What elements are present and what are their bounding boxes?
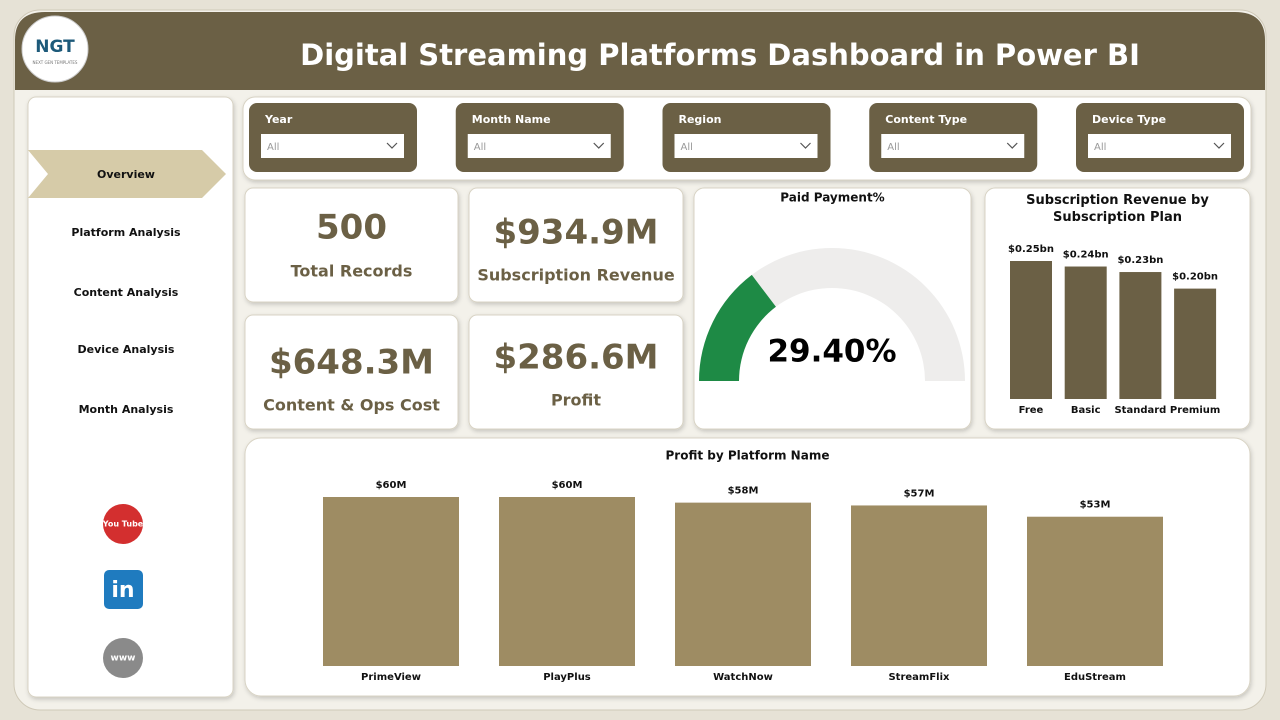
nav-item[interactable]: Overview: [97, 168, 155, 181]
nav-item[interactable]: Month Analysis: [79, 403, 174, 416]
nav-item[interactable]: Content Analysis: [74, 286, 179, 299]
linkedin-icon[interactable]: [104, 570, 143, 609]
chart-title: Subscription Revenue by Subscription Pla…: [1026, 193, 1209, 225]
slicer-dropdown[interactable]: [881, 134, 1025, 158]
chart-title: Profit by Platform Name: [666, 449, 830, 463]
bar: [499, 497, 635, 666]
web-text: www: [111, 654, 136, 664]
gauge-value: 29.40%: [767, 334, 896, 370]
youtube-text: You Tube: [102, 520, 144, 529]
bar-value-label: $0.24bn: [1063, 250, 1109, 261]
slicer-label: Content Type: [885, 113, 967, 126]
category-label: PrimeView: [361, 672, 421, 683]
bar: [1119, 272, 1162, 399]
slicer-value: All: [887, 142, 899, 153]
slicer-dropdown[interactable]: [467, 134, 611, 158]
kpi-label: Subscription Revenue: [477, 266, 675, 285]
bar: [1027, 516, 1163, 666]
logo-text: NGT: [35, 37, 75, 57]
gauge-fill: [699, 274, 776, 381]
bar: [675, 502, 811, 666]
slicer-label: Device Type: [1092, 113, 1166, 126]
sidebar: [27, 96, 234, 698]
category-label: Standard: [1114, 405, 1166, 416]
youtube-icon[interactable]: [103, 504, 143, 544]
chevron: [1213, 142, 1225, 149]
chart-card: [693, 187, 972, 430]
kpi-value: 500: [316, 208, 387, 248]
bar: [851, 505, 987, 666]
slicer-value: All: [681, 142, 693, 153]
chart-title: Paid Payment%: [780, 191, 884, 205]
bar-value-label: $60M: [552, 480, 583, 491]
kpi-label: Content & Ops Cost: [263, 396, 440, 415]
bar-value-label: $58M: [728, 486, 759, 497]
chevron: [593, 142, 605, 149]
logo: [21, 15, 89, 83]
bar: [323, 497, 459, 666]
category-label: Premium: [1170, 405, 1220, 416]
category-label: WatchNow: [713, 672, 773, 683]
bar-value-label: $0.25bn: [1008, 244, 1054, 255]
kpi-card: [468, 187, 684, 303]
kpi-value: $648.3M: [269, 343, 434, 383]
slicer-value: All: [474, 142, 486, 153]
bar-value-label: $57M: [904, 488, 935, 499]
chart-title-box: Subscription Revenue by Subscription Pla…: [1026, 193, 1209, 225]
slicer-value: All: [1094, 142, 1106, 153]
slicer-label: Region: [679, 113, 722, 126]
category-label: PlayPlus: [543, 672, 591, 683]
linkedin-text: in: [111, 578, 134, 603]
nav-item[interactable]: Device Analysis: [78, 343, 175, 356]
category-label: Free: [1019, 405, 1044, 416]
kpi-value: $286.6M: [493, 338, 658, 378]
kpi-label: Profit: [551, 391, 601, 410]
nav-selected: [28, 150, 226, 198]
bar: [1174, 288, 1217, 399]
category-label: StreamFlix: [888, 672, 950, 683]
category-label: Basic: [1071, 405, 1101, 416]
slicer-label: Month Name: [472, 113, 551, 126]
bar-value-label: $53M: [1080, 500, 1111, 511]
bar-value-label: $60M: [376, 480, 407, 491]
kpi-label: Total Records: [291, 262, 413, 281]
bar-value-label: $0.20bn: [1172, 272, 1218, 283]
slicer-dropdown[interactable]: [261, 134, 404, 158]
web-icon[interactable]: [103, 638, 143, 678]
header-title: Digital Streaming Platforms Dashboard in…: [300, 38, 1140, 72]
chevron: [386, 142, 398, 149]
kpi-card: [244, 314, 459, 430]
nav-item[interactable]: Platform Analysis: [71, 226, 181, 239]
chevron: [800, 142, 811, 149]
bar: [1010, 261, 1052, 399]
slicer-label: Year: [264, 113, 293, 126]
slicer-value: All: [267, 142, 279, 153]
logo-subtext: NEXT GEN TEMPLATES: [33, 60, 78, 65]
gauge-track: [699, 247, 965, 381]
bar-value-label: $0.23bn: [1117, 255, 1163, 266]
header-bar: [15, 12, 1265, 90]
slicer-dropdown[interactable]: [674, 134, 818, 158]
kpi-value: $934.9M: [493, 213, 658, 253]
slicer-dropdown[interactable]: [1088, 134, 1231, 158]
chevron: [1006, 142, 1018, 149]
kpi-card: [244, 187, 459, 303]
category-label: EduStream: [1064, 672, 1126, 683]
bar: [1064, 266, 1107, 399]
kpi-card: [468, 314, 684, 430]
